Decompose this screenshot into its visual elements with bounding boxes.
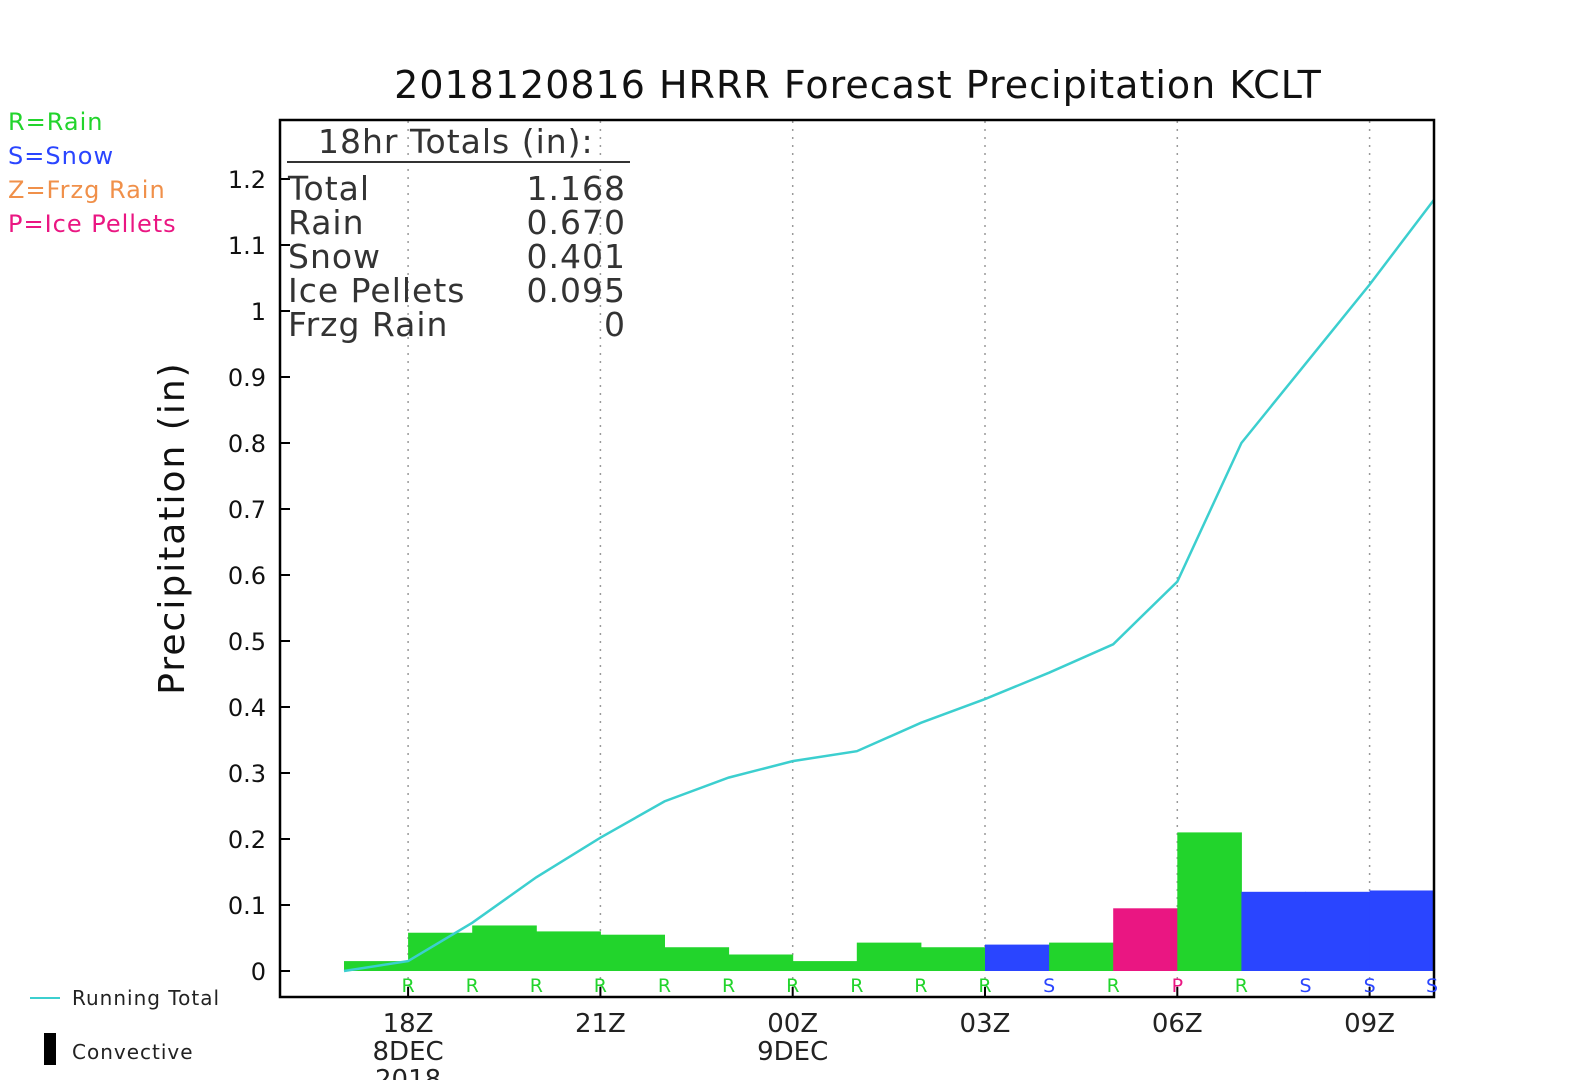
running-total-line-group <box>343 199 1435 973</box>
y-tick-label: 1.1 <box>228 232 266 260</box>
precip-bar <box>1241 891 1306 971</box>
precip-type-label: S <box>1426 975 1438 997</box>
precip-bar <box>664 947 730 971</box>
precip-type-label: R <box>658 975 671 997</box>
x-tick-label: 18Z <box>383 1009 434 1039</box>
precip-type-label: R <box>914 975 927 997</box>
precip-bar <box>536 931 601 971</box>
totals-box: 18hr Totals (in): Total 1.168 Rain 0.670 Snow… <box>287 122 630 344</box>
precip-type-label: R <box>1107 975 1120 997</box>
legend-p: P=Ice Pellets <box>8 210 177 238</box>
totals-row-value: 0.401 <box>527 237 626 276</box>
precip-type-label: R <box>786 975 799 997</box>
y-tick-label: 0.2 <box>228 826 266 854</box>
totals-row-value: 0.095 <box>527 271 626 310</box>
precip-type-legend: R=Rain S=Snow Z=Frzg Rain P=Ice Pellets <box>8 108 177 238</box>
convective-swatch <box>44 1033 56 1065</box>
precip-bar <box>408 932 473 971</box>
running-total-legend: Running Total <box>72 986 220 1010</box>
precip-bar <box>472 925 537 971</box>
x-tick-label: 00Z <box>767 1009 818 1039</box>
precip-type-label: R <box>594 975 607 997</box>
precip-type-label: R <box>722 975 735 997</box>
running-total-line <box>343 199 1435 973</box>
precip-bar <box>1049 942 1114 971</box>
totals-row-value: 0 <box>604 305 626 344</box>
precip-type-label: R <box>401 975 414 997</box>
y-tick-label: 0.1 <box>228 892 266 920</box>
precip-type-label: R <box>978 975 991 997</box>
precip-bar <box>1113 908 1178 971</box>
totals-row-label: Ice Pellets <box>288 271 465 310</box>
legend-s: S=Snow <box>8 142 114 170</box>
totals-heading: 18hr Totals (in): <box>318 122 594 161</box>
y-tick-label: 0.6 <box>228 562 266 590</box>
series-legend: Running Total Convective <box>30 986 220 1065</box>
precip-bar <box>600 934 665 971</box>
legend-r: R=Rain <box>8 108 104 136</box>
totals-row-value: 1.168 <box>527 169 626 208</box>
y-tick-label: 0.8 <box>228 430 266 458</box>
precip-bar <box>920 947 986 971</box>
convective-legend: Convective <box>72 1040 194 1064</box>
precip-type-label: S <box>1299 975 1311 997</box>
x-tick-label: 9DEC <box>757 1037 828 1067</box>
hourly-precip-bars <box>344 832 1435 971</box>
precip-type-label: S <box>1364 975 1376 997</box>
totals-row-value: 0.670 <box>527 203 626 242</box>
precip-type-label: R <box>466 975 479 997</box>
precip-type-label: S <box>1043 975 1055 997</box>
totals-row-label: Total <box>287 169 370 208</box>
precip-bar <box>856 942 922 971</box>
precip-bar <box>1305 891 1371 971</box>
x-tick-label: 03Z <box>960 1009 1011 1039</box>
precip-type-label: R <box>530 975 543 997</box>
x-tick-label: 06Z <box>1152 1009 1203 1039</box>
x-tick-label: 8DEC <box>373 1037 444 1067</box>
y-tick-label: 0 <box>251 958 266 986</box>
y-tick-label: 0.3 <box>228 760 266 788</box>
y-axis-label: Precipitation (in) <box>152 361 193 694</box>
precip-type-label: R <box>1235 975 1248 997</box>
x-tick-label: 21Z <box>575 1009 626 1039</box>
precip-type-label: R <box>850 975 863 997</box>
totals-row-label: Rain <box>288 203 365 242</box>
legend-z: Z=Frzg Rain <box>8 176 166 204</box>
chart-title: 2018120816 HRRR Forecast Precipitation K… <box>394 63 1322 107</box>
x-tick-label: 09Z <box>1344 1009 1395 1039</box>
y-tick-label: 0.5 <box>228 628 266 656</box>
precip-bar <box>1369 890 1435 971</box>
x-tick-label: 2018 <box>375 1065 441 1080</box>
y-tick-label: 1.2 <box>228 166 266 194</box>
y-tick-label: 0.4 <box>228 694 266 722</box>
precip-type-label: P <box>1172 975 1183 997</box>
totals-row-label: Snow <box>288 237 381 276</box>
totals-row-label: Frzg Rain <box>288 305 448 344</box>
y-tick-label: 0.9 <box>228 364 266 392</box>
precip-bar <box>1177 832 1242 971</box>
y-tick-label: 1 <box>251 298 266 326</box>
precip-bar <box>985 944 1050 971</box>
y-tick-label: 0.7 <box>228 496 266 524</box>
precip-bar <box>728 954 794 971</box>
plot-frame <box>278 118 1436 999</box>
precip-bar <box>792 961 858 971</box>
y-axis-ticks: 0 0.1 0.2 0.3 0.4 0.5 0.6 0.7 0.8 0.9 1 1.1 1.2 <box>228 166 290 986</box>
